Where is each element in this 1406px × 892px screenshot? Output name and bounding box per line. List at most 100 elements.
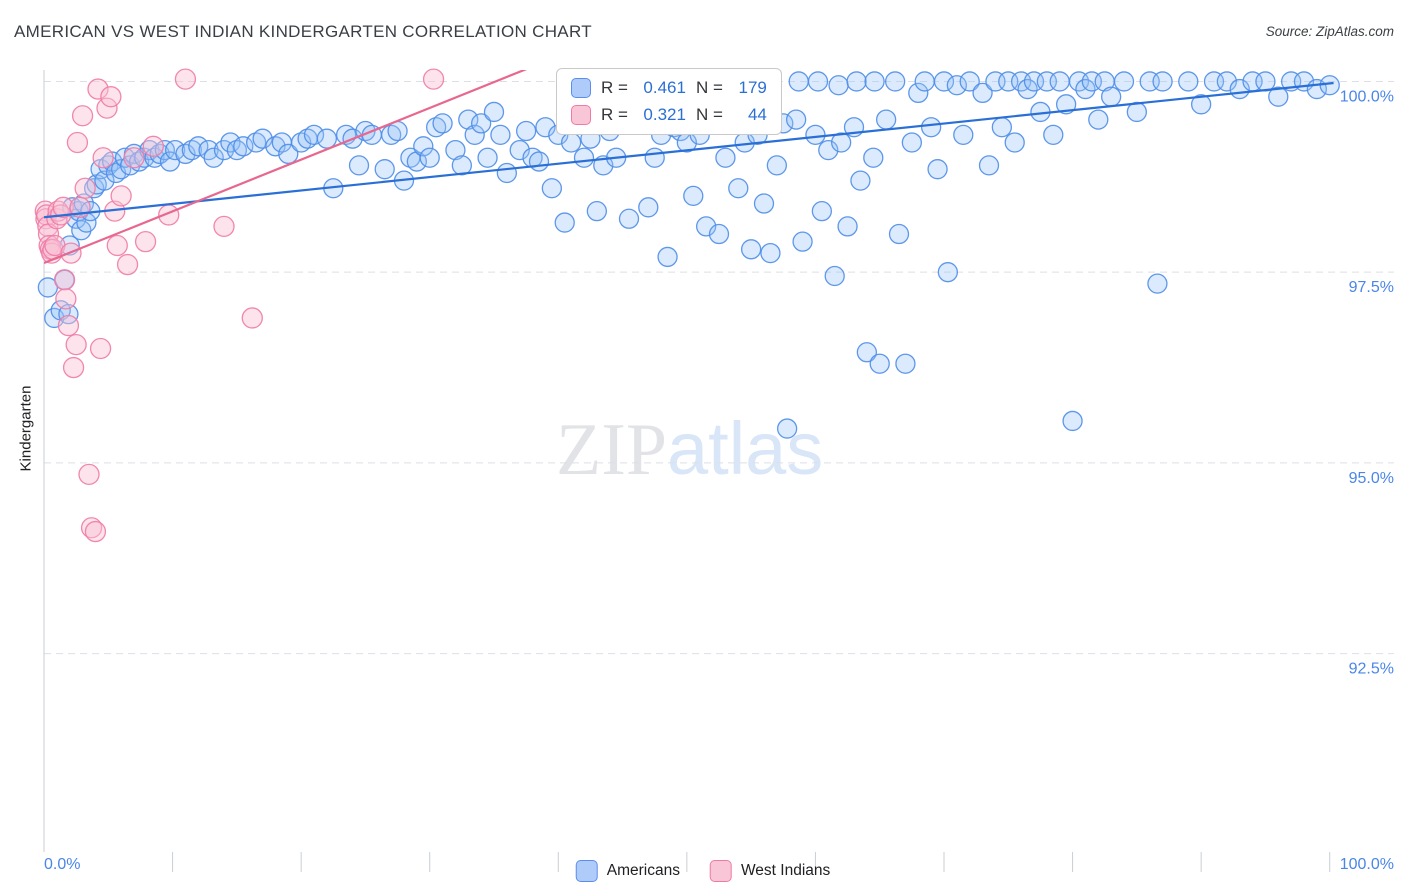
- scatter-point: [245, 132, 267, 153]
- legend-item-west-indians: West Indians: [709, 860, 831, 882]
- scatter-point: [920, 117, 942, 138]
- scatter-point: [92, 147, 114, 169]
- scatter-point: [792, 231, 813, 252]
- scatter-point: [1178, 71, 1199, 92]
- scatter-point: [869, 353, 890, 374]
- scatter-point: [946, 75, 968, 96]
- scatter-point: [1049, 71, 1070, 92]
- scatter-point: [58, 303, 79, 325]
- scatter-point: [164, 139, 186, 161]
- scatter-point: [937, 262, 959, 283]
- scatter-point: [554, 212, 575, 233]
- scatter-point: [1043, 124, 1064, 145]
- scatter-point: [265, 136, 286, 157]
- scatter-point: [241, 307, 263, 329]
- trend-line: [44, 70, 528, 265]
- scatter-point: [213, 215, 235, 238]
- scatter-point: [760, 242, 781, 264]
- n-label: N =: [695, 105, 723, 124]
- scatter-point: [959, 71, 980, 92]
- scatter-point: [154, 139, 176, 161]
- scatter-point: [174, 68, 197, 90]
- scatter-point: [856, 342, 878, 363]
- r-label: R =: [601, 78, 628, 97]
- scatter-point: [374, 159, 395, 180]
- scatter-point: [316, 128, 338, 149]
- page-title: AMERICAN VS WEST INDIAN KINDERGARTEN COR…: [14, 22, 592, 41]
- scatter-point: [78, 463, 100, 486]
- zipatlas-watermark: ZIPatlas: [556, 412, 823, 488]
- scatter-point: [1152, 71, 1173, 92]
- scatter-point: [458, 109, 479, 130]
- scatter-point: [278, 143, 299, 165]
- scatter-point: [1088, 109, 1109, 130]
- series-west-indians: [34, 68, 445, 543]
- scatter-point: [380, 124, 402, 145]
- legend-label-west-indians: West Indians: [740, 862, 831, 879]
- scatter-point: [1319, 75, 1340, 96]
- source-link[interactable]: Source: ZipAtlas.com: [1265, 24, 1394, 39]
- scatter-point: [94, 170, 115, 191]
- scatter-point: [1113, 71, 1135, 92]
- scatter-point: [888, 223, 910, 245]
- scatter-point: [573, 147, 595, 168]
- scatter-point: [110, 185, 132, 207]
- scatter-point: [528, 151, 550, 172]
- scatter-point: [419, 147, 440, 168]
- scatter-point: [657, 246, 678, 268]
- scatter-point: [788, 71, 809, 92]
- scatter-point: [927, 159, 948, 180]
- americans-n-value: 179: [738, 78, 767, 97]
- scatter-point: [233, 136, 254, 157]
- scatter-point: [785, 109, 807, 130]
- y-axis-tick-label: 95.0%: [1349, 470, 1394, 487]
- y-axis-tick-label: 92.5%: [1349, 661, 1394, 678]
- scatter-point: [863, 147, 884, 168]
- scatter-point: [445, 139, 466, 161]
- scatter-point: [644, 147, 665, 168]
- scatter-point: [908, 82, 929, 104]
- americans-swatch-icon: [575, 860, 598, 882]
- scatter-point: [535, 117, 556, 138]
- scatter-point: [953, 124, 974, 145]
- scatter-point: [618, 208, 640, 229]
- scatter-point: [123, 147, 145, 169]
- scatter-point: [828, 75, 849, 96]
- scatter-point: [470, 113, 492, 134]
- scatter-point: [895, 353, 916, 374]
- scatter-point: [422, 68, 445, 90]
- scatter-point: [972, 82, 993, 104]
- scatter-point: [413, 136, 434, 157]
- scatter-point: [728, 178, 749, 199]
- y-axis-label: Kindergarten: [17, 385, 35, 472]
- scatter-point: [406, 151, 428, 172]
- scatter-point: [933, 71, 955, 92]
- scatter-point: [348, 155, 370, 176]
- scatter-point: [46, 208, 68, 230]
- scatter-point: [53, 269, 76, 291]
- scatter-point: [425, 117, 447, 138]
- x-axis-tick-label: 0.0%: [44, 856, 80, 873]
- scatter-point: [83, 178, 105, 199]
- scatter-point: [586, 200, 608, 222]
- scatter-point: [303, 124, 325, 145]
- n-label: N =: [695, 78, 723, 97]
- scatter-point: [464, 124, 485, 145]
- scatter-point: [695, 216, 717, 237]
- watermark-atlas: atlas: [667, 407, 824, 490]
- scatter-point: [1100, 86, 1122, 107]
- scatter-point: [181, 139, 203, 161]
- scatter-point: [66, 131, 89, 154]
- scatter-point: [1004, 132, 1025, 153]
- scatter-point: [451, 155, 473, 176]
- scatter-point: [134, 231, 157, 253]
- scatter-point: [811, 200, 833, 222]
- legend-row-americans: R = 0.461 N = 179: [571, 78, 767, 98]
- scatter-point: [541, 178, 563, 199]
- scatter-point: [991, 117, 1013, 138]
- scatter-point: [1055, 94, 1077, 115]
- scatter-point: [715, 147, 736, 168]
- west-indians-r-value: 0.321: [643, 105, 686, 124]
- scatter-point: [1216, 71, 1238, 92]
- scatter-point: [477, 147, 498, 168]
